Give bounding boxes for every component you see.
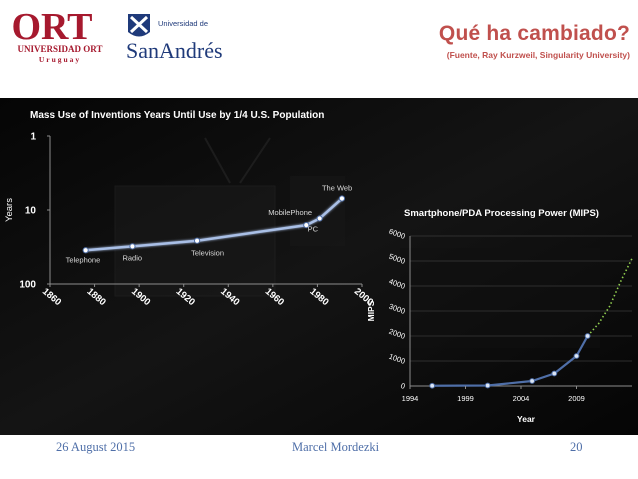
inventions-y-tick-label: 1 <box>30 132 36 143</box>
smartphone-line <box>432 335 589 387</box>
inventions-chart-title: Mass Use of Inventions Years Until Use b… <box>30 110 324 121</box>
smartphone-x-tick-label: 1999 <box>457 394 474 403</box>
inventions-data-label: Radio <box>122 253 142 262</box>
inventions-data-label: Telephone <box>66 255 101 264</box>
chart-panel: Mass Use of Inventions Years Until Use b… <box>0 98 638 435</box>
inventions-data-label: MobilePhone <box>268 208 312 217</box>
inventions-line <box>85 197 343 252</box>
inventions-data-label: The Web <box>322 184 352 193</box>
slide-title: Qué ha cambiado? <box>438 22 630 45</box>
san-andres-logo: Universidad de SanAndrés <box>126 14 223 63</box>
smartphone-y-tick-label: 0 <box>399 381 406 391</box>
smartphone-chart-title: Smartphone/PDA Processing Power (MIPS) <box>404 208 599 219</box>
ort-logo-line1: UNIVERSIDAD ORT <box>18 44 103 54</box>
smartphone-points <box>429 333 591 389</box>
smartphone-gridlines <box>410 235 632 362</box>
smartphone-projection <box>587 258 633 337</box>
inventions-y-axis-label: Years <box>4 198 15 222</box>
footer-author: Marcel Mordezki <box>292 440 380 454</box>
inventions-y-tick-label: 10 <box>25 206 37 217</box>
inventions-data-point <box>338 195 346 202</box>
slide-subtitle: (Fuente, Ray Kurzweil, Singularity Unive… <box>446 50 630 60</box>
slide-header: ORT UNIVERSIDAD ORT Uruguay Universidad … <box>0 0 638 68</box>
slide-footer: 26 August 2015 Marcel Mordezki 20 <box>0 436 638 479</box>
ort-logo-mark: ORT <box>11 6 92 48</box>
inventions-data-point <box>82 247 89 254</box>
inventions-series-line <box>85 197 343 252</box>
smartphone-x-ticks: 1994 1999 2004 2009 <box>402 386 585 403</box>
smartphone-y-axis-label: MIPS <box>366 300 376 321</box>
inventions-data-point <box>303 222 310 229</box>
inventions-y-ticks: 1 10 100 <box>19 132 50 291</box>
footer-page-number: 20 <box>570 440 583 454</box>
smartphone-data-point <box>584 333 591 339</box>
smartphone-data-point <box>573 353 580 359</box>
smartphone-data-point <box>484 382 491 389</box>
smartphone-x-tick-label: 2009 <box>568 394 585 403</box>
inventions-point-labels: Telephone Radio Television MobilePhone PC The… <box>66 184 353 265</box>
inventions-points <box>82 195 346 254</box>
san-andres-name: SanAndrés <box>126 38 223 63</box>
smartphone-series-line <box>432 335 589 387</box>
smartphone-chart: Smartphone/PDA Processing Power (MIPS) M… <box>366 208 633 424</box>
smartphone-x-axis-label: Year <box>517 414 536 424</box>
ort-logo: ORT UNIVERSIDAD ORT Uruguay <box>11 6 103 64</box>
san-andres-small: Universidad de <box>158 19 208 28</box>
inventions-data-point <box>129 243 136 250</box>
smartphone-projection-line <box>587 258 633 337</box>
inventions-data-point <box>193 237 201 244</box>
inventions-data-point <box>316 215 323 222</box>
ort-logo-line2: Uruguay <box>39 55 81 64</box>
smartphone-data-point <box>551 370 558 377</box>
inventions-data-label: PC <box>308 224 319 233</box>
charts-canvas: Mass Use of Inventions Years Until Use b… <box>0 98 638 435</box>
inventions-data-label: Television <box>191 249 224 258</box>
smartphone-data-point <box>429 382 436 389</box>
smartphone-data-point <box>529 378 535 384</box>
inventions-y-tick-label: 100 <box>19 280 36 291</box>
san-andres-shield-icon <box>128 14 150 37</box>
smartphone-x-tick-label: 1994 <box>402 394 419 403</box>
footer-date: 26 August 2015 <box>56 440 136 454</box>
smartphone-x-tick-label: 2004 <box>513 394 530 403</box>
